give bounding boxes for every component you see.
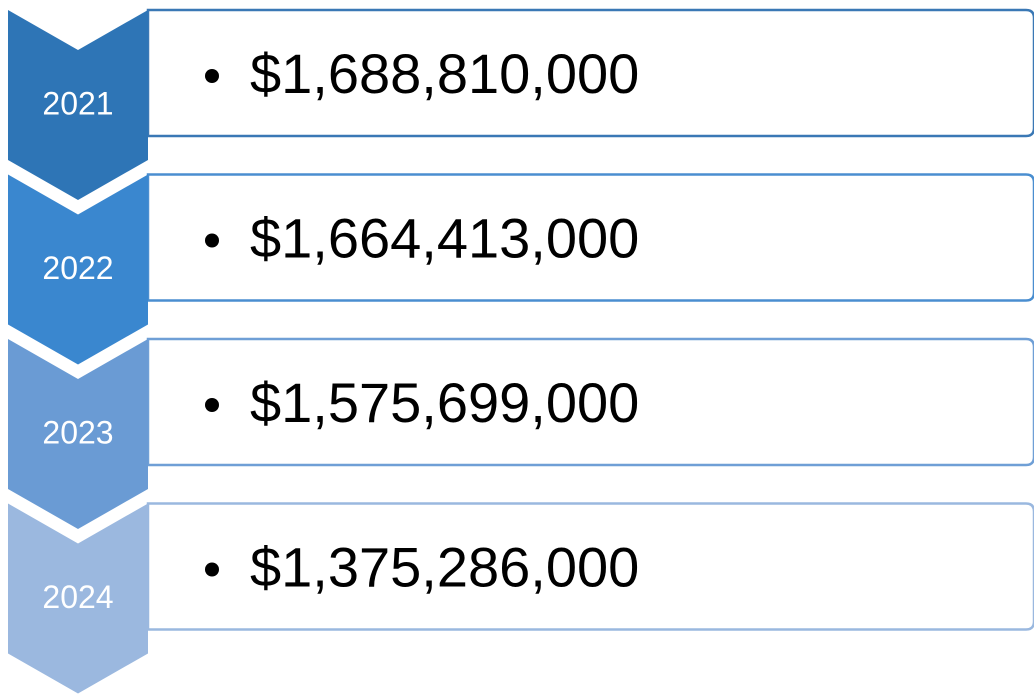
list-item: 2023 $1,575,699,000 [8, 337, 1034, 529]
amount-text: $1,688,810,000 [250, 42, 639, 105]
year-label: 2021 [42, 85, 113, 121]
amount-text: $1,375,286,000 [250, 535, 639, 598]
bullet [205, 233, 219, 248]
list-item: 2024 $1,375,286,000 [8, 502, 1034, 694]
bullet [205, 562, 219, 577]
item-box [146, 173, 1034, 302]
chevron [8, 10, 148, 200]
bullet [205, 69, 219, 83]
list-item: 2021 $1,688,810,000 [8, 8, 1034, 200]
bullet [205, 398, 219, 412]
item-box [146, 337, 1034, 467]
amount-text: $1,664,413,000 [250, 206, 639, 269]
chevron [8, 174, 148, 365]
year-label: 2022 [42, 250, 113, 286]
list-item: 2022 $1,664,413,000 [8, 173, 1034, 365]
item-box [146, 8, 1034, 138]
item-box [146, 502, 1034, 631]
year-label: 2024 [42, 579, 113, 615]
chevron [8, 339, 148, 529]
year-label: 2023 [42, 414, 113, 450]
amount-text: $1,575,699,000 [250, 371, 639, 434]
chevron [8, 503, 148, 694]
